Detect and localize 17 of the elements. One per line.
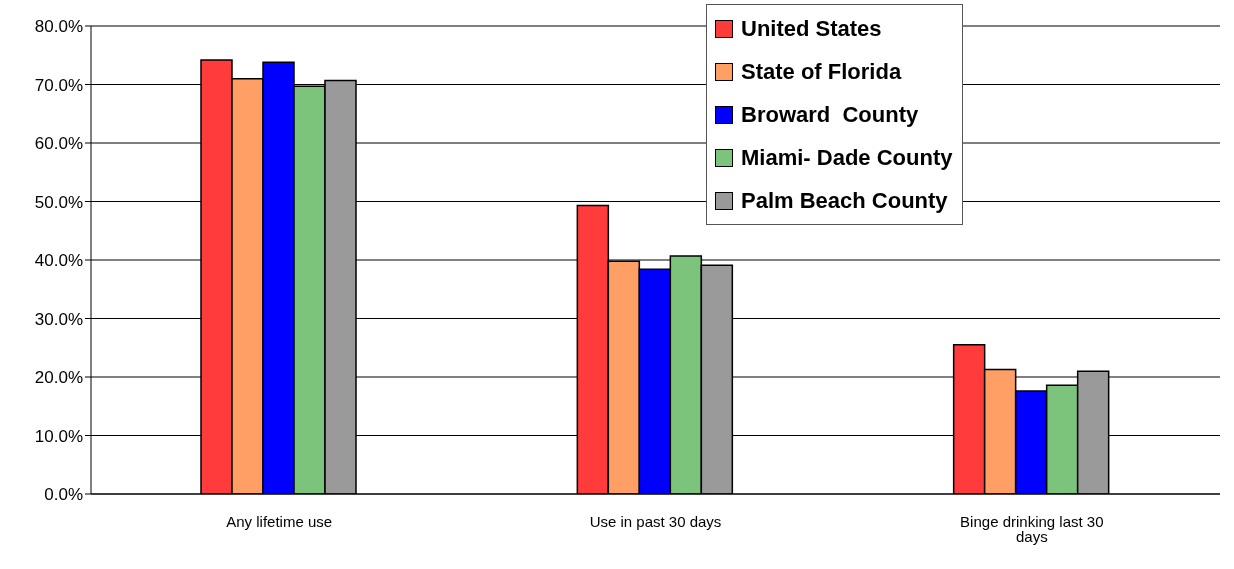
y-tick-label: 80.0%: [34, 17, 83, 37]
y-tick-label: 60.0%: [34, 134, 83, 154]
legend-label: Miami- Dade County: [741, 144, 953, 171]
legend-label: United States: [741, 15, 882, 42]
y-tick-label: 20.0%: [34, 368, 83, 388]
y-tick-label: 10.0%: [34, 426, 83, 446]
y-tick-label: 50.0%: [34, 192, 83, 212]
x-tick-label: Any lifetime use: [226, 512, 333, 530]
legend-label: State of Florida: [741, 58, 902, 85]
y-tick-label: 70.0%: [34, 75, 83, 95]
legend-label: Palm Beach County: [741, 187, 948, 214]
legend-label: Broward County: [741, 101, 919, 128]
x-tick-label: Binge drinking last 30 days: [960, 512, 1104, 545]
y-tick-label: 0.0%: [44, 485, 83, 505]
y-tick-label: 40.0%: [34, 251, 83, 271]
y-tick-label: 30.0%: [34, 309, 83, 329]
x-tick-label: Use in past 30 days: [589, 512, 722, 530]
